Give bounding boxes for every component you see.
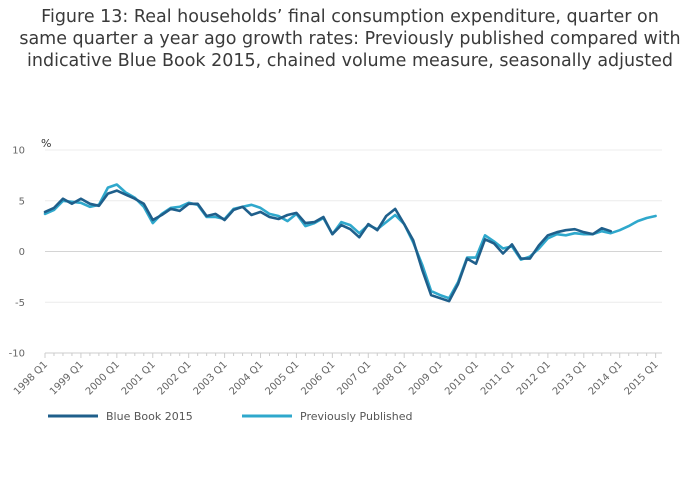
y-axis-ticks: 10 5 0 -5 -10 bbox=[9, 146, 25, 360]
x-tick-label-11: 2009 Q1 bbox=[407, 359, 445, 397]
y-tick-label-0: 10 bbox=[12, 146, 25, 157]
x-tick-label-13: 2011 Q1 bbox=[479, 359, 517, 397]
chart-title-line-1: Figure 13: Real households’ final consum… bbox=[41, 7, 659, 27]
x-tick-label-12: 2010 Q1 bbox=[443, 359, 481, 397]
series-line-blue-book-2015 bbox=[43, 189, 613, 303]
x-tick-label-15: 2013 Q1 bbox=[551, 359, 589, 397]
legend-label-1: Previously Published bbox=[300, 410, 413, 423]
chart-title-line-2: same quarter a year ago growth rates: Pr… bbox=[19, 29, 681, 49]
x-tick-label-5: 2003 Q1 bbox=[192, 359, 230, 397]
chart-title: Figure 13: Real households’ final consum… bbox=[0, 6, 700, 72]
y-tick-label-3: -5 bbox=[15, 298, 25, 309]
legend-label-0: Blue Book 2015 bbox=[106, 410, 193, 423]
x-tick-label-17: 2015 Q1 bbox=[623, 359, 661, 397]
y-tick-label-1: 5 bbox=[19, 196, 25, 207]
x-tick-label-10: 2008 Q1 bbox=[371, 359, 409, 397]
legend: Blue Book 2015 Previously Published bbox=[48, 410, 413, 423]
x-tick-label-0: 1998 Q1 bbox=[12, 359, 50, 397]
x-tick-label-8: 2006 Q1 bbox=[299, 359, 337, 397]
y-axis-unit-label: % bbox=[41, 137, 51, 150]
x-tick-label-14: 2012 Q1 bbox=[515, 359, 553, 397]
x-tick-label-16: 2014 Q1 bbox=[587, 359, 625, 397]
x-tick-label-3: 2001 Q1 bbox=[120, 359, 158, 397]
chart-title-line-3: indicative Blue Book 2015, chained volum… bbox=[27, 51, 673, 71]
y-tick-label-4: -10 bbox=[9, 349, 25, 360]
x-tick-label-1: 1999 Q1 bbox=[48, 359, 86, 397]
x-tick-label-6: 2004 Q1 bbox=[228, 359, 266, 397]
x-tick-label-9: 2007 Q1 bbox=[335, 359, 373, 397]
gridlines bbox=[45, 149, 662, 354]
series-lines bbox=[43, 183, 657, 303]
series-line-previously-published bbox=[43, 183, 657, 300]
x-tick-label-2: 2000 Q1 bbox=[84, 359, 122, 397]
y-tick-label-2: 0 bbox=[19, 247, 25, 258]
x-tick-label-4: 2002 Q1 bbox=[156, 359, 194, 397]
x-tick-label-7: 2005 Q1 bbox=[263, 359, 301, 397]
